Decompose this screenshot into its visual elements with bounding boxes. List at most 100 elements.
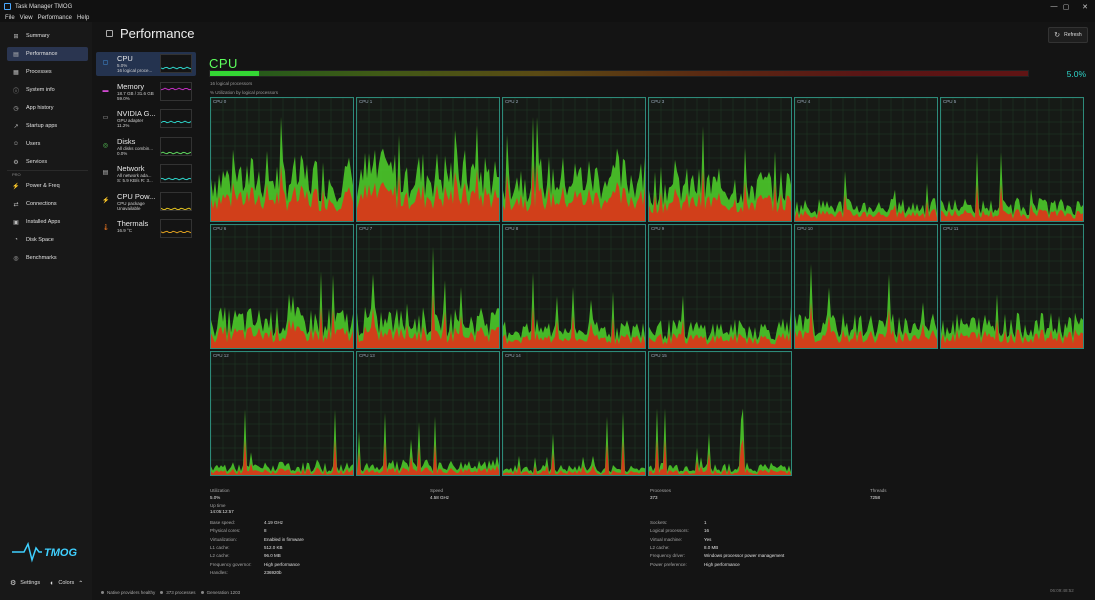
title-bar: Task Manager TMOG — ▢ ✕ [0,0,1095,13]
core-graph-cpu-10: CPU 10 [794,224,938,349]
core-label: CPU 1 [359,99,373,104]
cpu-utilization-fill [210,71,260,76]
sidebar-item-performance[interactable]: ▤ Performance [7,47,88,61]
services-icon: ⚙ [13,159,19,166]
sidebar-item-app-history[interactable]: ◷ App history [7,101,88,115]
stat-label: Frequency governor: [210,561,252,567]
logo-text: TMOG [44,547,77,559]
device-detail: GPU adapter [117,118,144,123]
sidebar-item-label: Services [26,159,48,165]
core-label: CPU 13 [359,353,375,358]
stat-label: Virtualization: [210,536,237,542]
device-disks[interactable]: ◎ Disks All disks combin... 0.0% [96,135,196,159]
sidebar-item-disk-space[interactable]: ◔ Disk Space [7,233,88,247]
sidebar-item-label: Disk Space [26,237,54,243]
stat-value: High performance [264,561,300,567]
close-button[interactable]: ✕ [1082,3,1088,11]
core-graph-cpu-9: CPU 9 [648,224,792,349]
sidebar-item-label: App history [26,105,54,111]
sidebar: ⊞ Summary ▤ Performance ▦ Processes ⓘ System… [0,22,92,600]
sidebar-item-benchmarks[interactable]: ◎ Benchmarks [7,251,88,265]
sidebar-footer: ⚙ Settings ◐ Colors ⌃ [0,576,92,590]
core-graph-cpu-15: CPU 15 [648,351,792,476]
device-detail: 16.9 °C [117,228,133,233]
device-thermals[interactable]: 🌡 Thermals 16.9 °C [96,217,196,241]
stat-value: 8.0 MB [704,544,719,550]
sidebar-item-power-freq[interactable]: ⚡ Power & Freq [7,179,88,193]
device-sparkline [160,219,192,238]
status-generation: Generation 1203 [206,589,241,595]
core-graph-cpu-2: CPU 2 [502,97,646,222]
uptime-label: Up time [210,503,226,508]
device-memory[interactable]: ▬ Memory 18.7 GB / 31.6 GB 59.0% [96,80,196,104]
sidebar-item-label: Connections [26,201,57,207]
status-dot [200,590,204,594]
sidebar-item-processes[interactable]: ▦ Processes [7,65,88,79]
cpu-utilization-percent: 5.0% [1066,69,1086,79]
gpu-icon: ▭ [102,115,109,121]
minimize-button[interactable]: — [1050,3,1058,10]
sidebar-item-label: System info [26,87,55,93]
device-cpu-power[interactable]: ⚡ CPU Pow... CPU package Unavailable [96,190,196,214]
sidebar-item-connections[interactable]: ⇄ Connections [7,197,88,211]
stat-label: Base speed: [210,520,236,525]
stat-value: Enabled in firmware [264,536,304,542]
device-name: Memory [117,81,145,91]
core-graph-cpu-1: CPU 1 [356,97,500,222]
menu-performance[interactable]: Performance [37,14,72,21]
stat-value: 236920b [264,569,282,575]
sidebar-item-label: Startup apps [26,123,58,129]
device-gpu[interactable]: ▭ NVIDIA G... GPU adapter 11.2% [96,107,196,131]
core-label: CPU 8 [505,226,519,231]
status-dot [160,590,164,594]
performance-page-icon [106,30,113,37]
sidebar-item-startup-apps[interactable]: ↗ Startup apps [7,119,88,133]
cpu-stats: Utilization 5.0% Speed 4.58 GHz Processe… [210,485,1084,580]
maximize-button[interactable]: ▢ [1062,3,1070,11]
menu-file[interactable]: File [5,14,15,21]
core-label: CPU 6 [213,226,227,231]
menu-view[interactable]: View [19,14,33,21]
sidebar-item-label: Performance [26,51,58,57]
sidebar-item-summary[interactable]: ⊞ Summary [7,29,88,43]
core-label: CPU 11 [943,226,959,231]
core-graph-cpu-3: CPU 3 [648,97,792,222]
sidebar-item-label: Benchmarks [26,255,57,261]
refresh-label: Refresh [1064,32,1082,38]
palette-icon: ◐ [50,579,55,587]
menu-help[interactable]: Help [76,14,90,21]
stat-value: 96.0 MB [264,553,281,559]
history-icon: ◷ [13,105,19,112]
core-graph-cpu-7: CPU 7 [356,224,500,349]
status-bar: Native providers healthy 373 processes G… [96,586,1095,598]
stat-value: Yes [704,536,712,542]
refresh-icon: ↻ [1054,32,1061,39]
status-providers: Native providers healthy [107,589,156,595]
core-graph-grid: CPU 0 CPU 1 CPU 2 CPU 3 CPU 4 CPU 5 CPU 6 CPU 7… [210,97,1084,477]
device-sparkline [160,191,192,211]
device-network[interactable]: ▤ Network All network ada... S: 5.9 KB/s R:… [96,162,196,186]
refresh-button[interactable]: ↻ Refresh [1048,27,1088,43]
settings-label: Settings [20,580,41,586]
pro-section-label: PRO [12,172,21,177]
device-detail: 16 logical proce... [117,68,153,73]
device-detail: 59.0% [117,95,130,101]
stat-value: 4.19 GHz [264,520,284,525]
settings-button[interactable]: ⚙ Settings [10,579,40,587]
lightning-icon: ⚡ [12,183,20,190]
sidebar-item-system-info[interactable]: ⓘ System info [7,83,88,97]
device-cpu[interactable]: ▢ CPU 5.0% 16 logical proce... [96,52,196,76]
sidebar-divider [7,170,88,171]
core-graph-cpu-14: CPU 14 [502,351,646,476]
device-sparkline [160,54,192,73]
stat-value: 8 [264,528,267,534]
sidebar-item-installed-apps[interactable]: ▣ Installed Apps [7,215,88,229]
speed-value: 4.58 GHz [430,495,450,500]
core-graph-cpu-11: CPU 11 [940,224,1084,349]
colors-label: Colors [58,580,75,586]
sidebar-item-users[interactable]: ☺ Users [7,137,88,151]
stat-label: L2 cache: [650,544,670,550]
sidebar-item-services[interactable]: ⚙ Services [7,155,88,169]
colors-button[interactable]: ◐ Colors ⌃ [50,580,83,587]
core-label: CPU 2 [505,99,519,104]
